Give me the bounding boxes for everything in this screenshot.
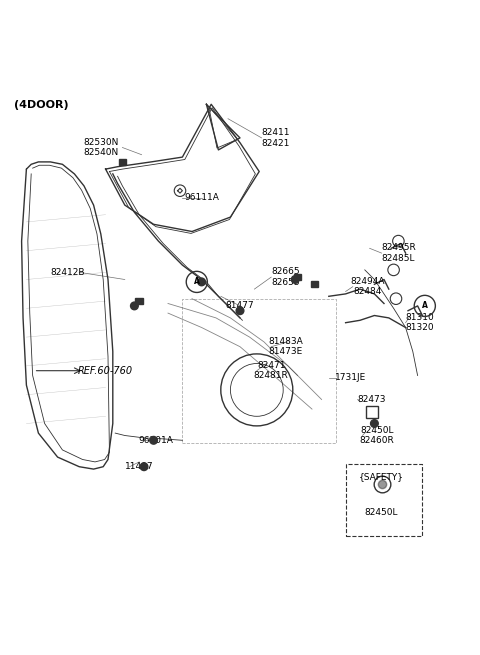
Text: 96301A: 96301A — [139, 436, 173, 445]
Circle shape — [131, 302, 138, 310]
Text: REF.60-760: REF.60-760 — [78, 365, 133, 376]
Text: 82450L
82460R: 82450L 82460R — [360, 426, 394, 445]
Text: 82412B: 82412B — [50, 268, 84, 277]
Circle shape — [150, 436, 157, 444]
Text: 82473: 82473 — [358, 395, 386, 404]
Bar — [135, 298, 143, 304]
Text: 82665
82655: 82665 82655 — [271, 267, 300, 287]
Text: 81483A
81473E: 81483A 81473E — [268, 337, 303, 356]
Bar — [294, 274, 301, 280]
Text: 82530N
82540N: 82530N 82540N — [83, 138, 119, 157]
Bar — [119, 159, 126, 165]
Text: 11407: 11407 — [125, 462, 154, 471]
Text: 81310
81320: 81310 81320 — [406, 313, 434, 332]
Text: 82494A
82484: 82494A 82484 — [350, 277, 384, 297]
Text: 82450L: 82450L — [365, 508, 398, 517]
Text: 82495R
82485L: 82495R 82485L — [381, 244, 416, 263]
Circle shape — [140, 463, 148, 470]
Text: (4DOOR): (4DOOR) — [14, 100, 69, 109]
Text: A: A — [422, 301, 428, 310]
Bar — [311, 282, 318, 287]
Circle shape — [198, 278, 205, 286]
Text: A: A — [194, 278, 200, 286]
Text: 81477: 81477 — [226, 301, 254, 310]
Text: 82471
82481R: 82471 82481R — [254, 361, 288, 381]
Text: 1731JE: 1731JE — [335, 373, 366, 383]
Text: 96111A: 96111A — [184, 193, 219, 202]
Circle shape — [236, 307, 244, 314]
Circle shape — [371, 420, 378, 427]
Circle shape — [291, 276, 299, 284]
Bar — [346, 464, 422, 536]
Text: {SAFETY}: {SAFETY} — [359, 472, 404, 481]
Text: 82411
82421: 82411 82421 — [262, 128, 290, 147]
